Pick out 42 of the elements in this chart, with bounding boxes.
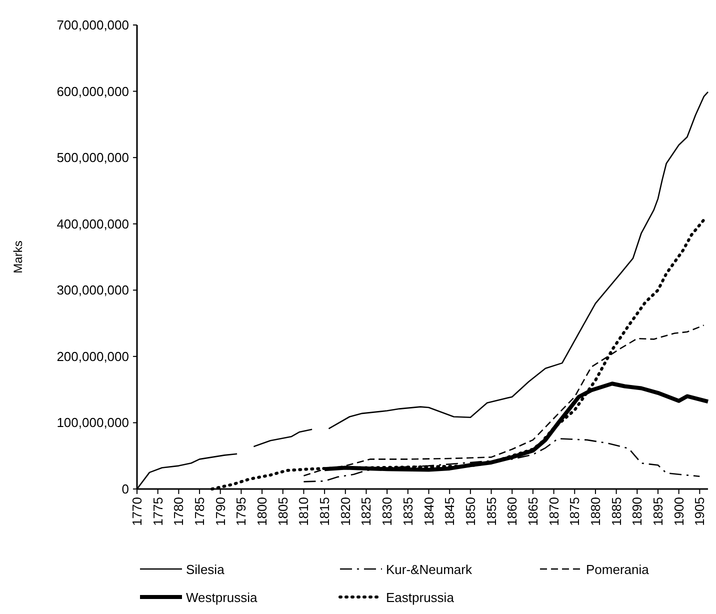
- y-tick-label: 700,000,000: [56, 18, 129, 32]
- legend-label: Pomerania: [586, 562, 650, 577]
- x-tick-label: 1900: [671, 497, 686, 526]
- x-tick-label: 1835: [400, 497, 416, 526]
- x-tick-label: 1800: [254, 497, 270, 526]
- x-tick-label: 1770: [130, 497, 144, 526]
- x-tick-label: 1880: [588, 497, 603, 526]
- x-tick-label: 1870: [546, 497, 562, 526]
- legend-label: Kur-&Neumark: [386, 562, 472, 577]
- x-tick-label: 1850: [462, 497, 478, 526]
- x-tick-label: 1890: [630, 497, 645, 526]
- x-tick-label: 1860: [504, 497, 520, 526]
- y-tick-label: 600,000,000: [56, 84, 129, 99]
- x-tick-label: 1815: [317, 497, 332, 526]
- x-tick-label: 1785: [192, 497, 208, 526]
- x-tick-label: 1895: [650, 497, 666, 526]
- x-tick-label: 1795: [234, 497, 249, 526]
- x-tick-label: 1845: [442, 497, 458, 526]
- y-tick-label: 0: [122, 482, 129, 496]
- x-tick-label: 1820: [338, 497, 353, 526]
- x-tick-label: 1810: [296, 497, 312, 526]
- x-tick-label: 1805: [275, 497, 290, 526]
- x-tick-label: 1875: [567, 497, 582, 526]
- x-tick-label: 1885: [608, 497, 624, 526]
- x-tick-label: 1865: [525, 497, 540, 526]
- y-tick-label: 200,000,000: [56, 348, 129, 364]
- x-tick-label: 1905: [692, 497, 708, 526]
- x-tick-label: 1775: [150, 497, 166, 526]
- legend-label: Westprussia: [186, 590, 258, 605]
- x-tick-label: 1825: [358, 497, 374, 526]
- x-tick-label: 1780: [171, 497, 186, 526]
- y-tick-label: 300,000,000: [56, 282, 129, 298]
- legend-label: Eastprussia: [386, 590, 455, 605]
- x-tick-label: 1855: [484, 497, 499, 526]
- y-tick-label: 400,000,000: [56, 216, 129, 232]
- x-tick-label: 1790: [212, 497, 228, 526]
- y-tick-label: 100,000,000: [56, 415, 129, 430]
- legend-label: Silesia: [186, 562, 226, 577]
- x-tick-label: 1840: [421, 497, 436, 526]
- x-tick-label: 1830: [380, 497, 395, 526]
- y-axis-title: Marks: [11, 240, 25, 274]
- y-tick-label: 500,000,000: [56, 150, 129, 166]
